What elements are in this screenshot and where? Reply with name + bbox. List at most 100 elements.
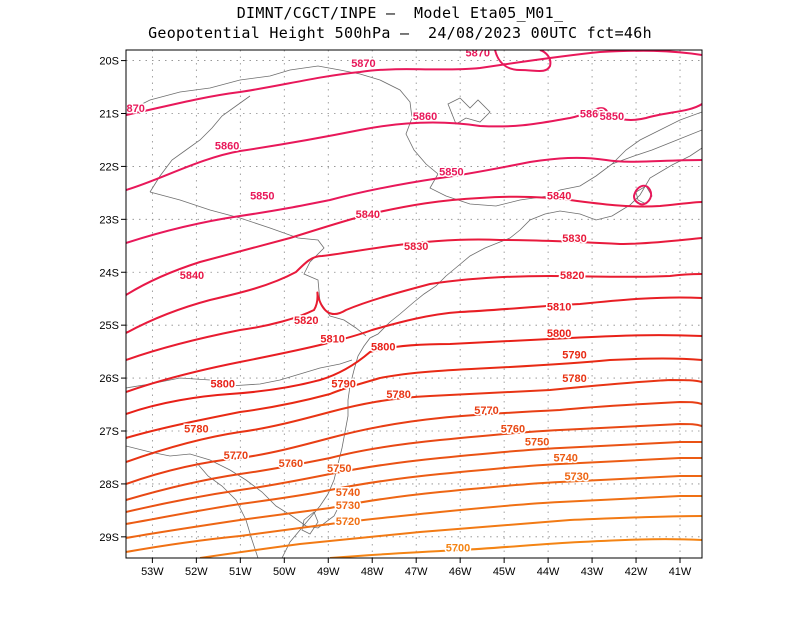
contour-line-5850 [126, 156, 702, 244]
coastline [281, 147, 702, 558]
contour-label: 5820 [560, 270, 584, 282]
lon-tick-label: 42W [625, 566, 648, 578]
contour-label: 5770 [474, 405, 498, 417]
contour-label: 5780 [562, 373, 586, 385]
contour-line-5700 [329, 538, 702, 558]
latitude-axis: 20S 21S 22S 23S 24S 25S 26S 27S 28S 29S [99, 56, 126, 544]
map-title-line-1: DIMNT/CGCT/INPE — Model Eta05_M01_ [236, 4, 564, 22]
contour-line-5870 [126, 50, 702, 116]
contour-label: 5790 [331, 378, 355, 390]
contour-label: 5870 [351, 58, 375, 70]
border-sc-rs [126, 445, 341, 529]
contour-line-5710 [199, 515, 702, 558]
contour-line-5780 [126, 378, 702, 463]
contour-label: 5740 [553, 452, 577, 464]
reservoir-lakes [447, 97, 491, 125]
contour-line-5820 [126, 273, 702, 361]
contour-label: 5850 [600, 111, 624, 123]
contour-label: 5860 [215, 140, 239, 152]
contour-label: 5850 [439, 167, 463, 179]
lon-tick-label: 50W [273, 566, 296, 578]
contour-line-5770 [126, 400, 702, 485]
contour-label: 5870 [120, 103, 144, 115]
lon-tick-label: 51W [229, 566, 252, 578]
contour-label: 5780 [184, 423, 208, 435]
contour-line-5750 [126, 441, 702, 513]
lat-tick-label: 24S [99, 267, 119, 279]
contour-line-5730 [126, 474, 702, 539]
contour-label: 5740 [336, 487, 360, 499]
lat-tick-label: 29S [99, 532, 119, 544]
lon-tick-label: 52W [185, 566, 208, 578]
border-mg-es [611, 111, 702, 165]
lon-tick-label: 45W [493, 566, 516, 578]
longitude-axis: 53W 52W 51W 50W 49W 48W 47W 46W 45W 44W 43W 42W 41W [141, 558, 692, 578]
map-background [126, 50, 702, 558]
contour-label: 5790 [562, 349, 586, 361]
lat-tick-label: 22S [99, 161, 119, 173]
contour-label: 5780 [386, 389, 410, 401]
lon-tick-label: 41W [669, 566, 692, 578]
contour-label: 5810 [547, 302, 571, 314]
lon-tick-label: 47W [405, 566, 428, 578]
border-pr-sc [126, 359, 353, 389]
contour-label: 5760 [501, 423, 525, 435]
contour-label: 5760 [279, 458, 303, 470]
lat-tick-label: 25S [99, 320, 119, 332]
contour-line-5760 [126, 422, 702, 501]
contour-label: 5810 [320, 333, 344, 345]
contour-line-5790 [126, 357, 702, 439]
lat-tick-label: 28S [99, 479, 119, 491]
lat-tick-label: 26S [99, 373, 119, 385]
height-contours [126, 50, 702, 558]
contour-label: 5860 [413, 111, 437, 123]
contour-label: 5840 [180, 270, 204, 282]
contour-label: 5830 [562, 233, 586, 245]
lon-tick-label: 49W [317, 566, 340, 578]
contour-label: 5850 [250, 191, 274, 203]
contour-line-5740 [126, 456, 702, 525]
lon-tick-label: 44W [537, 566, 560, 578]
contour-label: 5800 [371, 341, 395, 353]
contour-line-5860 [126, 103, 702, 191]
lon-tick-label: 43W [581, 566, 604, 578]
contour-line-5720 [126, 495, 702, 553]
lat-tick-label: 20S [99, 56, 119, 68]
border-ms-pr [149, 95, 251, 193]
lat-tick-label: 23S [99, 214, 119, 226]
contour-loop-5870 [494, 50, 552, 72]
contour-line-5830 [126, 237, 702, 334]
contour-line-5840 [126, 195, 702, 296]
border-uruguay [195, 461, 259, 558]
contour-label: 5720 [336, 516, 360, 528]
contour-label: 5870 [466, 48, 490, 60]
lat-tick-label: 27S [99, 426, 119, 438]
lon-tick-label: 48W [361, 566, 384, 578]
lon-tick-label: 46W [449, 566, 472, 578]
contour-label: 5730 [336, 500, 360, 512]
contour-label: 5840 [547, 191, 571, 203]
contour-label: 5830 [404, 241, 428, 253]
map-frame [125, 49, 703, 559]
state-borders [126, 65, 702, 558]
border-sp-pr [149, 191, 367, 337]
contour-label: 5800 [547, 328, 571, 340]
contour-label: 5860 [580, 109, 604, 121]
contour-label: 5770 [224, 450, 248, 462]
lat-tick-label: 21S [99, 109, 119, 121]
contour-label: 5750 [525, 437, 549, 449]
contour-label: 5750 [327, 463, 351, 475]
border-mg-sp [126, 65, 549, 207]
contour-label: 5820 [294, 315, 318, 327]
contour-line-5810 [126, 296, 702, 393]
contour-line-5800 [126, 334, 702, 415]
contour-label: 5730 [564, 471, 588, 483]
contour-label: 5800 [210, 378, 234, 390]
lon-tick-label: 53W [141, 566, 164, 578]
contour-label: 5840 [356, 209, 380, 221]
contour-label: 5700 [446, 542, 470, 554]
contour-loop-5850 [632, 184, 652, 206]
map-title-line-2: Geopotential Height 500hPa — 24/08/2023 … [148, 24, 652, 42]
